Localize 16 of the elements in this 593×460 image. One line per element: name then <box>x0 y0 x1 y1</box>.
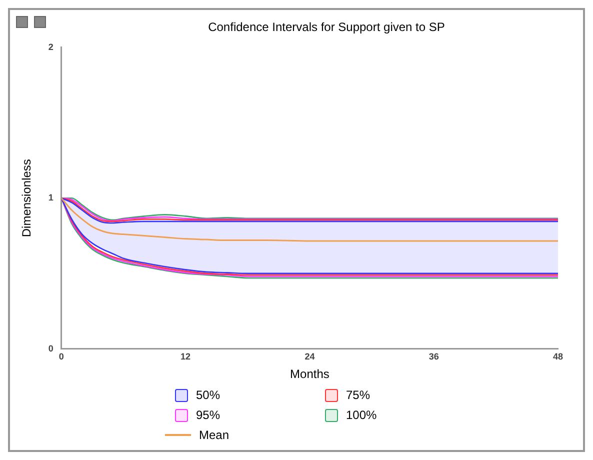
chart-title: Confidence Intervals for Support given to SP <box>207 19 446 34</box>
y-tick-label: 2 <box>48 42 54 52</box>
y-tick-label: 1 <box>48 192 54 203</box>
legend-label: 100% <box>346 408 377 422</box>
legend-label: 50% <box>196 388 220 402</box>
x-tick-label: 0 <box>58 352 64 362</box>
x-tick-label: 12 <box>180 352 191 362</box>
y-tick-label: 0 <box>48 343 54 354</box>
x-axis-title: Months <box>290 367 330 382</box>
legend-label: 95% <box>196 408 220 422</box>
y-axis-title: Dimensionless <box>20 159 34 238</box>
x-tick-label: 36 <box>428 352 439 362</box>
x-tick-label: 24 <box>304 352 315 362</box>
legend-label: Mean <box>199 428 230 442</box>
legend-label: 75% <box>346 388 370 402</box>
x-tick-label: 48 <box>552 352 564 362</box>
